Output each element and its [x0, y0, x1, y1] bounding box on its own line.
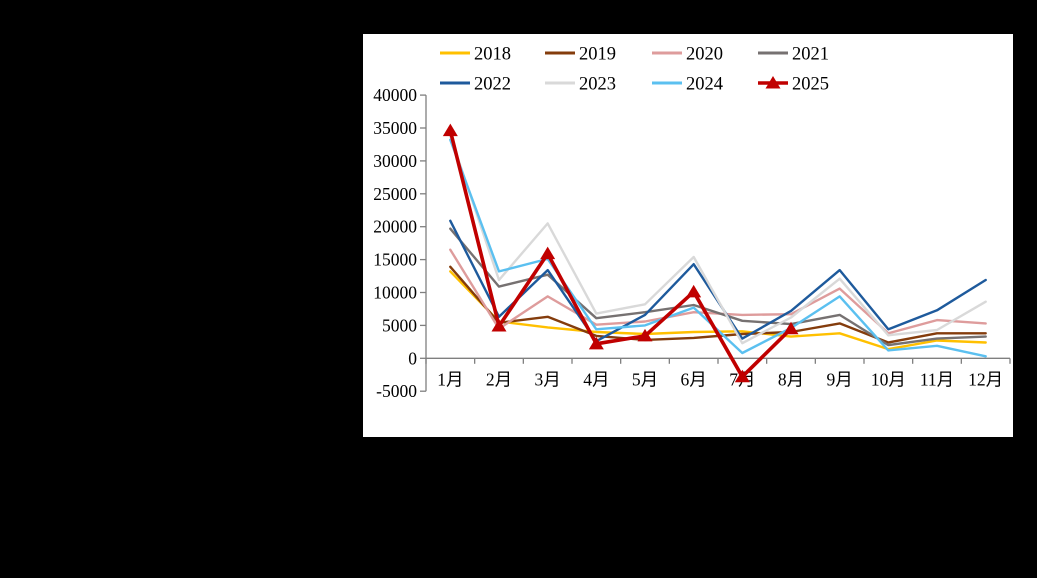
y-axis-label: -5000	[376, 381, 417, 401]
legend-item-2024: 2024	[652, 75, 723, 95]
series-marker-2025	[442, 123, 458, 137]
y-axis-label: 25000	[373, 184, 417, 204]
y-axis-label: 20000	[373, 217, 417, 237]
y-axis-label: 5000	[382, 315, 417, 335]
series-marker-2025	[637, 328, 653, 342]
legend-item-2020: 2020	[652, 45, 723, 65]
series-marker-2025	[734, 369, 750, 383]
series-line-2024	[449, 138, 987, 358]
x-axis-label: 12月	[968, 369, 1003, 389]
monthly-line-chart: 40000 35000 30000 25000 20000 15000 10000 5000 0…	[373, 45, 1011, 401]
y-axis-label: 15000	[373, 250, 417, 270]
y-axis-label: 35000	[373, 118, 417, 138]
legend-label-2023: 2023	[579, 75, 616, 95]
series-marker-2025	[783, 321, 799, 335]
legend-item-2023: 2023	[545, 75, 616, 95]
legend-label-2025: 2025	[792, 75, 829, 95]
legend-item-2019: 2019	[545, 45, 616, 65]
series-marker-2025	[588, 336, 604, 350]
x-axis-label: 11月	[920, 369, 954, 389]
x-axis-label: 6月	[681, 369, 707, 389]
x-axis-label: 3月	[535, 369, 561, 389]
series-line-2025	[448, 128, 793, 379]
legend-label-2021: 2021	[792, 45, 829, 65]
series-marker-2025	[491, 319, 507, 332]
y-axis-label: 40000	[373, 85, 417, 105]
chart-panel: 40000 35000 30000 25000 20000 15000 10000 5000 0…	[363, 34, 1013, 437]
series-marker-2025	[540, 246, 556, 260]
series-marker-2025	[686, 284, 702, 298]
x-axis-label: 4月	[583, 369, 609, 389]
x-axis-label: 8月	[778, 369, 804, 389]
legend-label-2022: 2022	[474, 75, 511, 95]
x-axis-label: 9月	[827, 369, 853, 389]
legend-item-2018: 2018	[440, 45, 511, 65]
legend-label-2020: 2020	[686, 45, 723, 65]
legend-label-2024: 2024	[686, 75, 723, 95]
y-axis-label: 30000	[373, 151, 417, 171]
legend-marker-2025	[765, 76, 781, 89]
legend-item-2022: 2022	[440, 75, 511, 95]
legend-item-2025: 2025	[758, 75, 829, 95]
x-axis-label: 10月	[871, 369, 906, 389]
legend-label-2018: 2018	[474, 45, 511, 65]
legend-item-2021: 2021	[758, 45, 829, 65]
x-axis-label: 5月	[632, 369, 658, 389]
legend-label-2019: 2019	[579, 45, 616, 65]
series-line-2023	[449, 134, 987, 345]
x-axis-label: 1月	[437, 369, 463, 389]
y-axis-label: 0	[408, 348, 417, 368]
y-axis-label: 10000	[373, 283, 417, 303]
x-axis-label: 2月	[486, 369, 512, 389]
